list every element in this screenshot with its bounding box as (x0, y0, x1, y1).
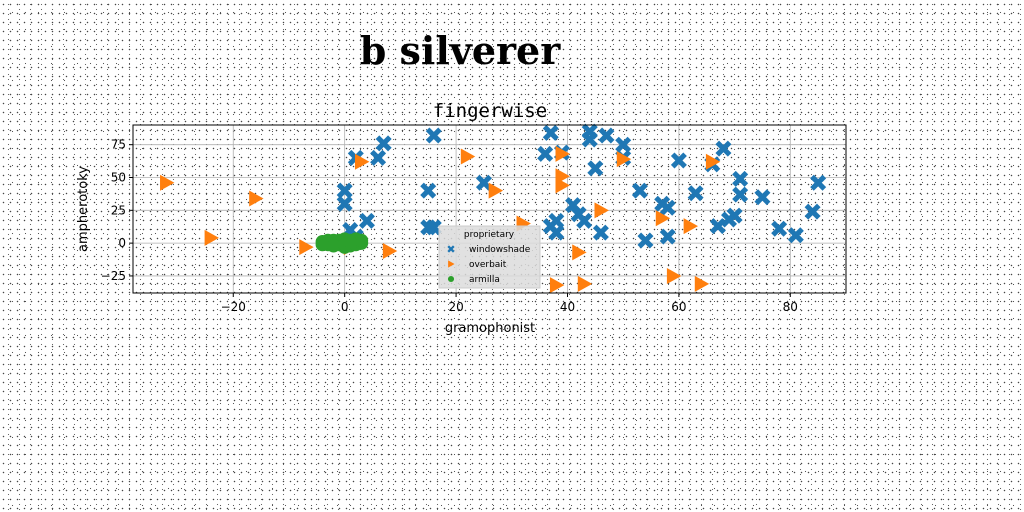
data-points (160, 123, 827, 294)
windowshade-point (754, 189, 771, 206)
windowshade-point (615, 136, 632, 153)
windowshade-point (425, 219, 442, 236)
windowshade-point (358, 212, 375, 229)
windowshade-point (637, 232, 654, 249)
overbait-point (705, 153, 721, 170)
windowshade-point (732, 186, 749, 203)
windowshade-point (576, 212, 593, 229)
windowshade-point (548, 224, 565, 241)
windowshade-point (659, 199, 676, 216)
overbait-point (299, 239, 314, 256)
overbait-point (594, 202, 609, 219)
y-tick-label: 50 (111, 171, 126, 185)
x-tick-label: 40 (560, 300, 575, 314)
windowshade-point (565, 197, 582, 214)
windowshade-point (804, 203, 821, 220)
overbait-point (549, 277, 565, 294)
windowshade-point (537, 145, 554, 162)
overbait-point (666, 267, 682, 284)
windowshade-point (542, 124, 559, 141)
legend-label-windowshade: windowshade (469, 245, 531, 255)
windowshade-point (592, 224, 609, 241)
windowshade-point (375, 135, 392, 152)
armilla-point (315, 237, 330, 252)
legend-label-overbait: overbait (469, 260, 507, 270)
windowshade-point (687, 185, 704, 202)
x-tick-label: 20 (448, 300, 463, 314)
overbait-point (555, 177, 570, 194)
legend-background (438, 225, 541, 289)
windowshade-point (370, 149, 387, 166)
x-tick-label: 60 (671, 300, 686, 314)
windowshade-point (715, 140, 732, 157)
windowshade-point (336, 195, 353, 212)
windowshade-point (420, 182, 437, 199)
overbait-point (160, 174, 175, 191)
overbait-point (683, 218, 699, 235)
overbait-point (354, 153, 370, 170)
windowshade-point (598, 127, 615, 144)
x-axis-label: gramophonist (445, 321, 535, 336)
armilla-point (343, 235, 358, 249)
overbait-point (655, 210, 671, 227)
windowshade-point (709, 218, 726, 235)
windowshade-point (425, 127, 442, 144)
legend: proprietary windowshade overbait armilla (438, 225, 541, 289)
x-tick-label: 80 (783, 300, 798, 314)
y-tick-label: 25 (111, 203, 126, 217)
overbait-point (204, 229, 219, 246)
y-tick-label: −25 (101, 269, 126, 283)
windowshade-point (475, 174, 492, 191)
y-tick-label: 75 (111, 138, 126, 152)
axis-ticks: −20 0 20 40 60 80 −25 0 25 50 75 (101, 138, 798, 314)
windowshade-point (726, 207, 743, 224)
windowshade-point (631, 182, 648, 199)
y-axis-label: ampherotoky (76, 166, 91, 252)
armilla-point (326, 238, 341, 253)
x-tick-label: 0 (341, 300, 349, 314)
windowshade-point (548, 212, 565, 229)
windowshade-point (581, 131, 598, 148)
armilla-point (354, 233, 369, 248)
windowshade-point (732, 170, 749, 187)
chart-title: fingerwise (433, 100, 547, 122)
overbait-point (694, 275, 710, 292)
overbait-point (460, 148, 476, 165)
legend-items: windowshade overbait armilla (447, 245, 531, 285)
overbait-point (488, 182, 504, 199)
windowshade-legend-marker (447, 245, 455, 253)
y-tick-label: 0 (118, 236, 126, 250)
overbait-point (577, 275, 593, 292)
windowshade-point (771, 220, 788, 237)
overbait-point (382, 243, 398, 259)
overbait-point (555, 145, 570, 162)
overbait-point (616, 151, 632, 168)
plot-frame (132, 124, 847, 294)
overbait-point (572, 244, 587, 261)
page-title: b silverer (359, 28, 561, 73)
windowshade-point (336, 182, 353, 199)
windowshade-point (810, 174, 827, 191)
overbait-point (249, 190, 264, 207)
windowshade-point (587, 160, 604, 177)
windowshade-point (659, 228, 676, 245)
x-tick-label: −20 (221, 300, 246, 314)
legend-title: proprietary (464, 230, 515, 240)
armilla-legend-marker (447, 275, 455, 283)
windowshade-point (787, 227, 804, 244)
legend-label-armilla: armilla (469, 275, 500, 285)
windowshade-point (670, 152, 687, 169)
overbait-legend-marker (448, 260, 455, 268)
